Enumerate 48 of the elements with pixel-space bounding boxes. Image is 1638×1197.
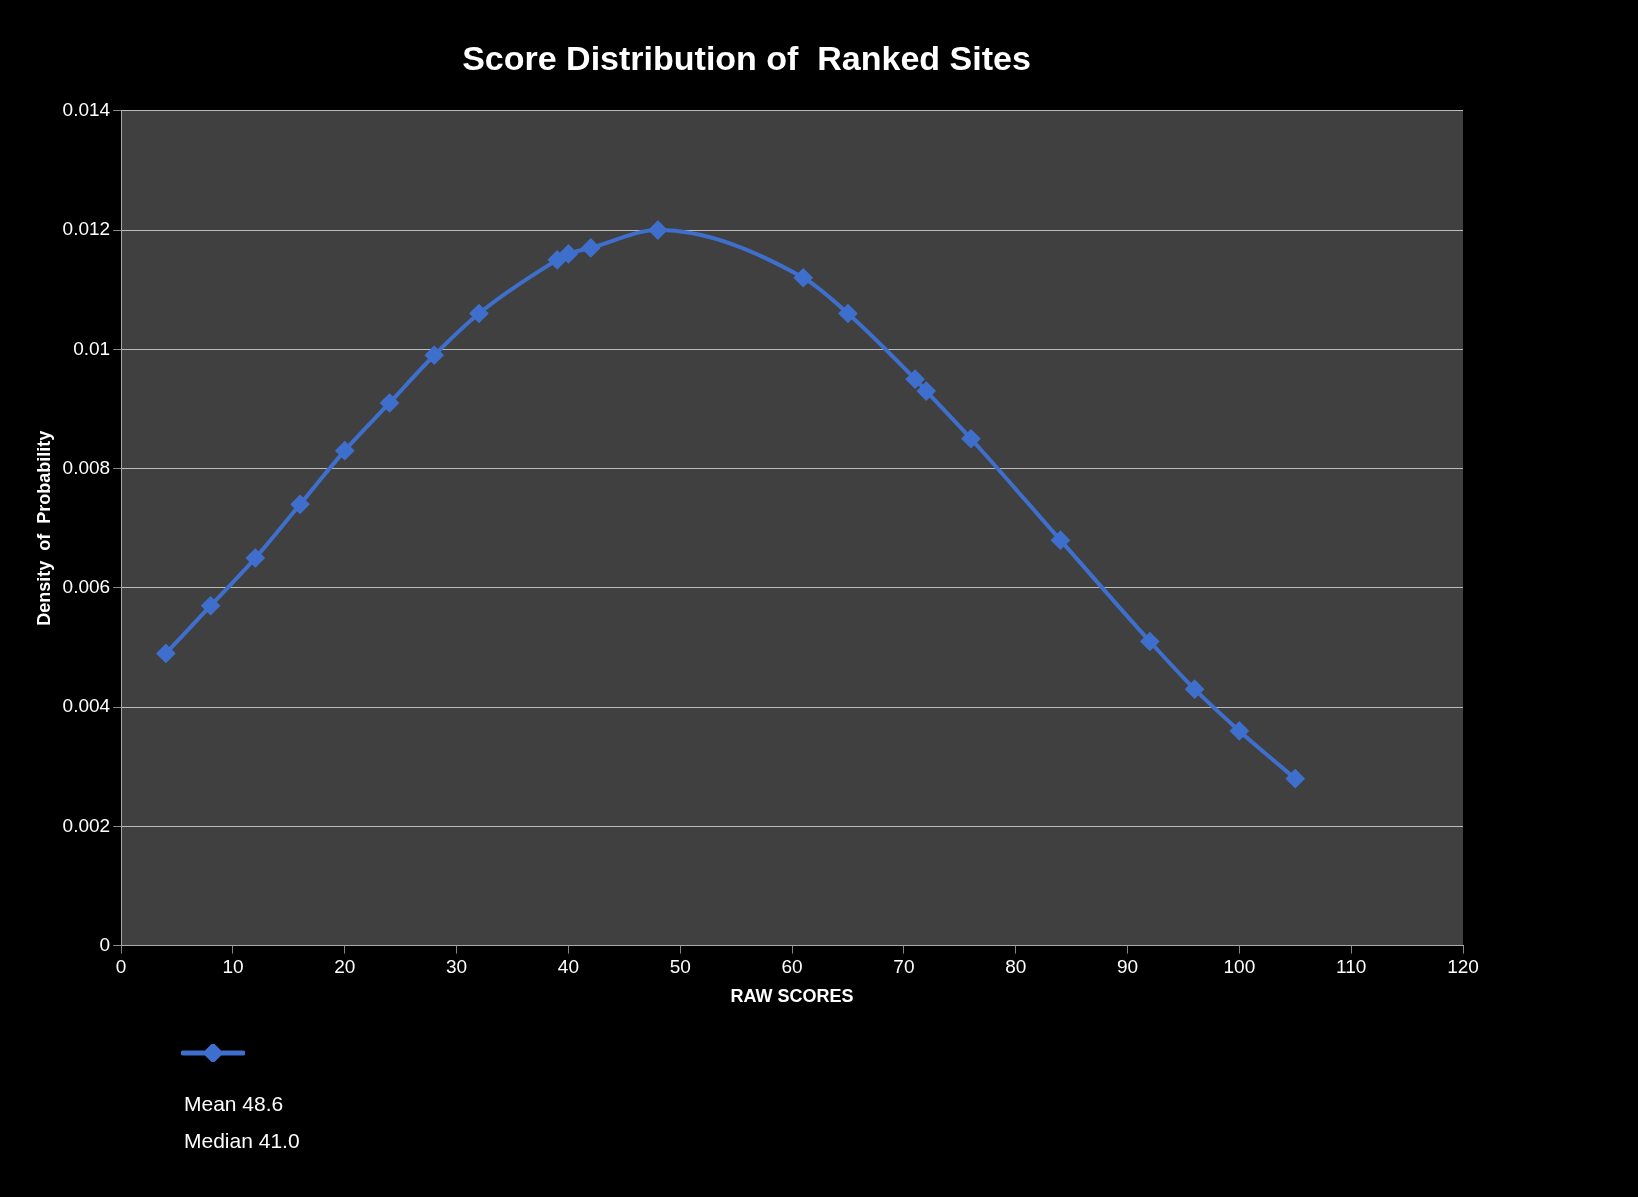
x-tick-label: 90 <box>1116 956 1139 978</box>
point <box>156 644 175 663</box>
y-tick-label: 0 <box>99 933 111 955</box>
x-tick-label: 20 <box>334 956 356 978</box>
x-axis-title: RAW SCORES <box>730 986 854 1007</box>
point <box>548 250 567 269</box>
x-tick-label: 50 <box>669 956 691 978</box>
y-tick-label: 0.008 <box>62 456 111 478</box>
point <box>917 382 936 401</box>
point <box>838 304 857 323</box>
point <box>291 495 310 514</box>
x-tick-label: 120 <box>1447 956 1479 978</box>
point <box>246 549 265 568</box>
point <box>648 221 667 240</box>
point <box>794 268 813 287</box>
y-tick-label: 0.006 <box>62 576 111 598</box>
y-tick-label: 0.002 <box>62 814 111 836</box>
y-tick-label: 0.014 <box>62 99 111 121</box>
text: Mean 48.6 <box>184 1091 285 1117</box>
x-tick-label: 100 <box>1223 956 1256 978</box>
x-tick-label: 110 <box>1336 956 1367 978</box>
x-tick-label: 30 <box>446 956 468 978</box>
point <box>961 429 980 448</box>
point <box>1230 721 1249 740</box>
point <box>469 304 488 323</box>
point <box>1051 531 1070 550</box>
x-tick-label: 70 <box>893 956 915 978</box>
text: Median 41.0 <box>184 1128 300 1154</box>
point <box>201 596 220 615</box>
point <box>559 244 578 263</box>
x-tick-label: 10 <box>222 956 244 978</box>
x-tick-label: 80 <box>1005 956 1027 978</box>
point <box>1140 632 1159 651</box>
point <box>1286 769 1305 788</box>
y-tick-label: 0.01 <box>73 337 111 359</box>
x-tick-label: 0 <box>115 956 127 978</box>
point <box>906 370 925 389</box>
y-axis-title: Density of Probability <box>33 430 54 626</box>
chart-title: Score Distribution of Ranked Sites <box>462 38 1031 77</box>
x-tick-label: 60 <box>781 956 803 978</box>
point <box>335 441 354 460</box>
point <box>1185 680 1204 699</box>
x-tick-label: 40 <box>557 956 579 978</box>
point <box>380 393 399 412</box>
point <box>425 346 444 365</box>
point <box>581 238 600 257</box>
y-tick-label: 0.004 <box>62 695 111 717</box>
y-tick-label: 0.012 <box>62 218 111 240</box>
